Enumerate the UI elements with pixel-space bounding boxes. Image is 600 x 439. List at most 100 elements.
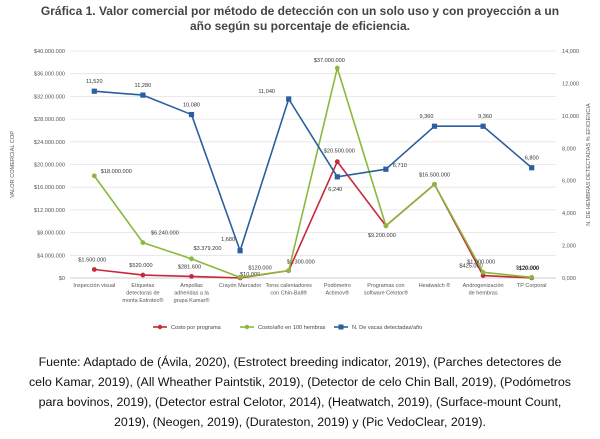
x-tick-label: Etiquetas <box>131 283 154 289</box>
y-tick-label: $12.000.000 <box>34 208 65 214</box>
line-chart: $0 $4.000.000 $8.000.000 $12.000.000 $16.000… <box>10 49 592 331</box>
x-tick-label: Programas con <box>367 283 404 289</box>
chart-title-line-2: año según su porcentaje de eficiencia. <box>189 19 411 33</box>
y-axis-title: VALOR COMERCIAL COP <box>10 131 16 198</box>
data-point <box>480 269 486 275</box>
y2-tick-label: 0,000 <box>562 276 576 282</box>
y-tick-label: $16.000.000 <box>34 185 65 191</box>
y-tick-label: $4.000.000 <box>37 253 65 259</box>
data-label: $37.000.000 <box>314 58 345 64</box>
data-point <box>529 274 535 280</box>
data-point <box>140 240 146 245</box>
x-tick-label: adheridas a la <box>174 290 209 296</box>
data-point <box>334 174 340 180</box>
legend-label: Costo por programa <box>171 325 222 331</box>
source-line-3: para bovinos, 2019), (Detector estral Ce… <box>38 395 562 409</box>
data-point <box>189 274 194 279</box>
data-point <box>189 256 194 262</box>
data-label: 6,710 <box>393 163 407 169</box>
y2-tick-label: 6,000 <box>562 179 576 185</box>
x-tick-label: grupa Kamar® <box>174 297 210 304</box>
x-tick-label: monta Estrotec® <box>122 297 163 304</box>
data-label: $120.000 <box>516 265 539 271</box>
x-tick-label: software Celotor® <box>364 289 408 296</box>
data-label: $16.500.000 <box>419 172 450 178</box>
data-point <box>140 92 146 98</box>
y-tick-label: $20.000.000 <box>34 163 65 169</box>
x-tick-label: con Chin-Ball® <box>270 289 307 296</box>
data-label: $120.000 <box>248 265 271 271</box>
data-label: $3.379.200 <box>194 246 222 252</box>
data-label: $1.500.000 <box>78 257 106 263</box>
x-tick-label: TP Corporal <box>517 283 547 289</box>
y-tick-label: $24.000.000 <box>34 140 65 146</box>
data-label: $1.000.000 <box>467 259 495 265</box>
x-tick-label: Androgenización <box>463 283 504 289</box>
y-tick-label: $28.000.000 <box>34 117 65 123</box>
y-tick-label: $8.000.000 <box>37 231 65 237</box>
y-tick-label: $0 <box>59 276 65 282</box>
data-point <box>432 181 437 187</box>
data-point <box>480 123 486 129</box>
chart-title-line-1: Gráfica 1. Valor comercial por método de… <box>40 4 560 18</box>
data-label: 9,360 <box>420 114 434 120</box>
data-label: 11,040 <box>258 89 275 95</box>
data-point <box>188 111 195 118</box>
data-label: 11,520 <box>86 79 103 85</box>
chart-title: Gráfica 1. Valor comercial por método de… <box>40 4 560 34</box>
y2-axis-title: N. DE HEMBRAS DETECTADAS % EFICIENCIA <box>586 103 592 226</box>
x-tick-label: Toros calentadores <box>265 283 312 289</box>
data-point <box>431 123 438 129</box>
x-tick-label: Podómetro <box>324 283 351 289</box>
source-line-4: 2019), (Neogen, 2019), (Durateston, 2019… <box>114 415 486 429</box>
data-point <box>383 223 389 229</box>
y2-tick-label: 8,000 <box>562 146 576 152</box>
data-point <box>91 173 97 179</box>
data-point <box>286 268 292 274</box>
data-label: 6,240 <box>328 187 342 193</box>
data-label: $6.240.000 <box>151 231 179 237</box>
data-point <box>237 274 243 280</box>
data-label: $20.500.000 <box>324 149 355 155</box>
source-line-1: Fuente: Adaptado de (Ávila, 2020), (Estr… <box>38 355 562 369</box>
y2-tick-label: 12,000 <box>562 81 579 87</box>
x-tick-label: Crayón Marcador <box>219 283 262 289</box>
data-label: $1.300.000 <box>287 260 315 266</box>
legend-marker <box>157 324 163 330</box>
data-point <box>91 267 97 272</box>
y-tick-label: $32.000.000 <box>34 94 65 100</box>
data-label: $20.000 <box>519 266 539 272</box>
legend-label: Costo/año en 100 hembras <box>258 325 326 331</box>
data-point <box>237 248 243 254</box>
y-tick-label: $36.000.000 <box>34 72 65 78</box>
x-tick-label: Inspección visual <box>73 283 115 289</box>
data-label: $425.000 <box>459 264 482 270</box>
series-line <box>94 90 533 252</box>
data-label: $9.200.000 <box>368 233 396 239</box>
x-tick-label: Actimov® <box>325 289 349 296</box>
data-label: $281.600 <box>178 264 201 270</box>
source-caption: Fuente: Adaptado de (Ávila, 2020), (Estr… <box>6 352 594 432</box>
data-point <box>140 272 146 278</box>
data-label: $520.000 <box>129 263 152 269</box>
data-point <box>286 96 292 102</box>
data-point <box>334 65 340 71</box>
series-line <box>93 67 532 279</box>
x-tick-label: detectoras de <box>126 290 159 296</box>
data-point <box>334 159 340 165</box>
x-tick-label: Heatwatch ® <box>419 282 451 289</box>
y2-tick-label: 2,000 <box>562 244 576 250</box>
data-label: 1,680 <box>221 237 235 243</box>
data-point <box>91 88 97 94</box>
data-label: 6,800 <box>525 156 539 162</box>
data-label: 10,080 <box>183 103 200 109</box>
data-label: 9,360 <box>478 114 492 120</box>
x-tick-label: de hembras <box>469 290 498 296</box>
x-tick-label: Ampollas <box>180 283 203 289</box>
data-point <box>529 165 535 171</box>
data-point <box>383 166 389 172</box>
y2-tick-label: 10,000 <box>562 114 579 120</box>
y2-tick-label: 14,000 <box>562 49 579 55</box>
legend-marker <box>338 324 344 330</box>
source-line-2: celo Kamar, 2019), (All Wheather Paintst… <box>28 375 571 389</box>
